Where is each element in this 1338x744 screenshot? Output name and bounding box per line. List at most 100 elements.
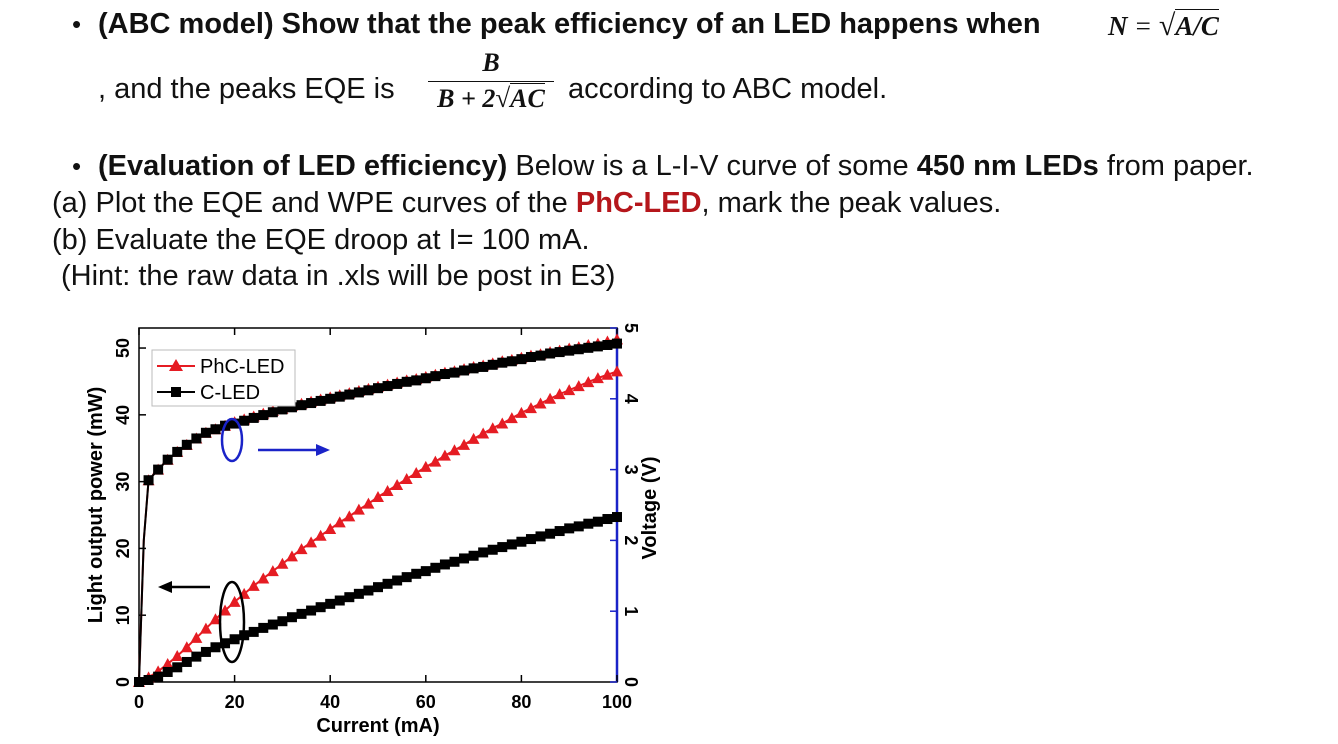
data-point-triangle — [524, 402, 537, 414]
data-point-square — [267, 407, 278, 418]
data-point-square — [334, 391, 345, 402]
y-left-tick-label: 20 — [113, 538, 133, 558]
y-right-tick-label: 3 — [621, 465, 641, 475]
data-point-square — [516, 536, 527, 547]
data-point-square — [554, 347, 565, 358]
data-point-square — [392, 575, 403, 586]
data-point-square — [220, 638, 231, 649]
data-point-triangle — [391, 478, 404, 490]
data-point-triangle — [372, 490, 384, 502]
question-evaluation: (Evaluation of LED efficiency) Below is … — [98, 150, 1254, 183]
data-point-square — [210, 642, 221, 653]
data-point-triangle — [477, 427, 490, 439]
x-tick-label: 20 — [225, 692, 245, 712]
x-axis-label: Current (mA) — [316, 715, 439, 737]
data-point-square — [516, 354, 527, 365]
data-point-triangle — [190, 631, 203, 643]
data-point-triangle — [343, 510, 356, 522]
y-right-tick-label: 0 — [621, 677, 641, 687]
data-point-square — [315, 395, 326, 406]
data-point-square — [420, 373, 431, 384]
data-point-square — [583, 342, 594, 353]
data-point-square — [564, 345, 575, 356]
legend-marker-square — [171, 387, 181, 397]
data-point-square — [191, 651, 202, 662]
item-a-highlight: PhC-LED — [575, 187, 702, 219]
question-abc-tail: according to ABC model. — [568, 73, 888, 105]
data-point-triangle — [544, 392, 557, 404]
den-radicand: AC — [510, 83, 545, 113]
annotation-arrowhead-right — [316, 444, 330, 456]
data-point-square — [592, 516, 603, 527]
equation-n: N = √A/C — [1108, 9, 1219, 43]
sqrt-sign: √ — [1158, 9, 1176, 42]
data-point-triangle — [534, 397, 547, 409]
data-point-square — [449, 556, 460, 567]
legend-marker-triangle — [169, 359, 183, 371]
data-point-square — [612, 512, 622, 523]
data-point-square — [439, 369, 450, 380]
data-point-square — [554, 526, 565, 537]
data-point-triangle — [352, 503, 365, 515]
series-line-0 — [138, 370, 618, 683]
data-point-square — [353, 588, 364, 599]
data-point-triangle — [362, 497, 375, 509]
bullet-dot: • — [72, 151, 82, 181]
y-left-tick-label: 30 — [113, 472, 133, 492]
data-point-square — [420, 566, 431, 577]
x-tick-label: 40 — [320, 692, 340, 712]
data-point-square — [143, 475, 154, 486]
data-point-square — [401, 376, 412, 387]
fraction-numerator: B — [482, 48, 500, 77]
data-point-square — [134, 677, 144, 687]
y-left-tick-label: 50 — [113, 338, 133, 358]
data-point-square — [363, 585, 374, 596]
data-point-square — [392, 378, 403, 389]
data-point-triangle — [419, 460, 432, 472]
data-point-square — [602, 339, 613, 350]
data-point-square — [153, 671, 164, 682]
y-axis-right-label: Voltage (V) — [639, 457, 661, 560]
data-point-square — [497, 357, 508, 368]
data-point-square — [497, 542, 508, 553]
data-point-triangle — [601, 368, 614, 380]
data-point-square — [468, 363, 479, 374]
data-point-triangle — [400, 472, 413, 484]
data-point-triangle — [161, 657, 174, 669]
fraction-denominator: B + 2√AC — [428, 82, 554, 115]
data-point-square — [258, 622, 269, 633]
fraction-bar — [428, 81, 554, 82]
eq-radicand: A/C — [1175, 9, 1219, 41]
eq-op: = — [1135, 11, 1151, 41]
data-point-triangle — [266, 565, 279, 577]
data-point-square — [239, 415, 250, 426]
data-point-square — [258, 410, 269, 421]
question-abc-title: (ABC model) Show that the peak efficienc… — [98, 8, 1041, 40]
data-point-triangle — [429, 455, 442, 467]
fraction: B B + 2√AC — [428, 48, 554, 115]
data-point-triangle — [505, 412, 518, 424]
question-eval-tail: from paper. — [1106, 150, 1254, 182]
data-point-square — [325, 393, 336, 404]
data-point-triangle — [582, 376, 595, 388]
data-point-square — [545, 348, 556, 359]
question-eval-bold: 450 nm LEDs — [916, 150, 1099, 182]
data-point-square — [459, 365, 470, 376]
legend-label-phc: PhC-LED — [200, 356, 284, 378]
question-eval-text: Below is a L-I-V curve of some — [515, 150, 909, 182]
legend-label-c: C-LED — [200, 382, 260, 404]
y-right-tick-label: 2 — [621, 535, 641, 545]
y-right-tick-label: 5 — [621, 323, 641, 333]
data-point-square — [325, 598, 336, 609]
data-point-triangle — [467, 432, 480, 444]
data-point-square — [439, 559, 450, 570]
data-point-square — [153, 464, 164, 475]
data-point-square — [181, 656, 192, 667]
data-point-square — [411, 568, 422, 579]
data-point-square — [487, 544, 498, 555]
data-point-triangle — [228, 595, 241, 607]
data-point-square — [535, 350, 546, 361]
data-point-square — [573, 344, 584, 355]
data-point-square — [200, 646, 211, 657]
series-line-1 — [138, 516, 618, 683]
